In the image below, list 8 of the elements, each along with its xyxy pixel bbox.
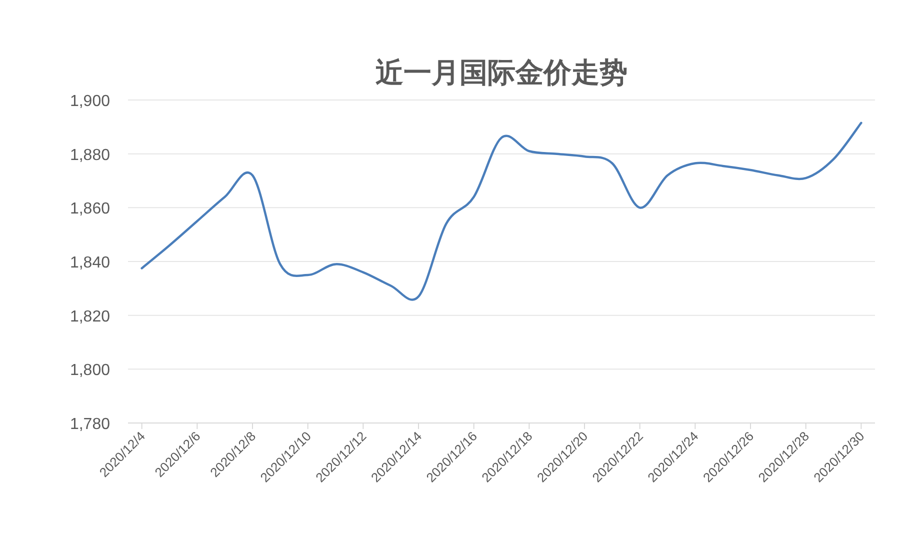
y-tick-label: 1,800: [70, 362, 110, 380]
y-tick-label: 1,880: [70, 146, 110, 164]
y-tick-label: 1,860: [70, 200, 110, 218]
y-tick-label: 1,780: [70, 416, 110, 433]
y-tick-label: 1,820: [70, 308, 110, 326]
chart-title: 近一月国际金价走势: [376, 57, 628, 88]
y-tick-label: 1,900: [70, 93, 110, 110]
y-tick-label: 1,840: [70, 254, 110, 272]
